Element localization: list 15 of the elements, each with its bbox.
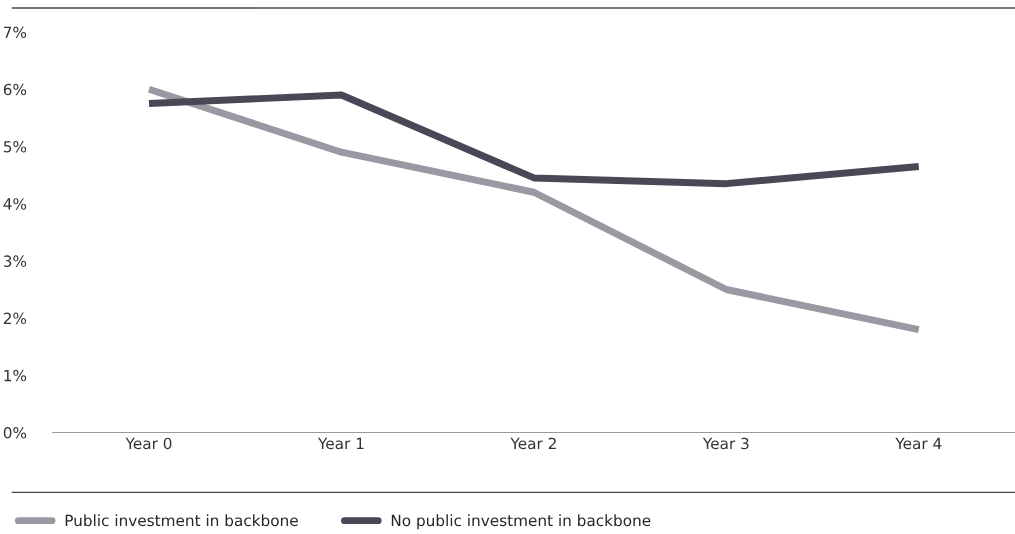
y-tick-label: 7% bbox=[4, 26, 27, 39]
legend-label: Public investment in backbone bbox=[65, 514, 298, 527]
x-tick-label: Year 2 bbox=[510, 437, 556, 450]
y-tick-label: 6% bbox=[3, 83, 27, 96]
legend-label: No public investment in backbone bbox=[391, 514, 651, 530]
x-tick-label: Year 0 bbox=[125, 437, 172, 450]
y-tick-label: 5% bbox=[3, 140, 27, 153]
y-tick-label: 1% bbox=[4, 369, 27, 382]
y-tick-label: 2% bbox=[3, 312, 27, 325]
x-tick-label: Year 1 bbox=[317, 437, 364, 450]
y-tick-label: 4% bbox=[3, 198, 27, 210]
y-tick-label: 0% bbox=[3, 427, 27, 439]
y-tick-label: 3% bbox=[3, 255, 27, 267]
x-tick-label: Year 3 bbox=[702, 437, 749, 450]
x-tick-label: Year 4 bbox=[895, 437, 942, 450]
